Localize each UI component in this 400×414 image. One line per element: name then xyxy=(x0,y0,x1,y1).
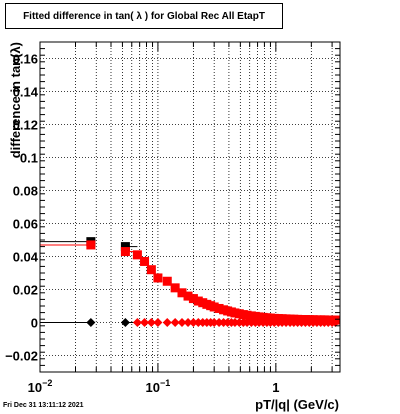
data-point xyxy=(153,273,163,283)
axis-ticks xyxy=(39,41,340,373)
data-point xyxy=(188,294,198,304)
data-point xyxy=(86,318,96,327)
tick-labels: −0.02 0 0.02 0.04 0.06 0.08 0.1 0.12 0.14 0.16 10−… xyxy=(5,52,279,396)
data-point xyxy=(177,288,187,298)
data-point xyxy=(209,318,219,327)
x-axis-title: pT/|q| (GeV/c) xyxy=(255,397,339,412)
data-point xyxy=(146,265,156,275)
data-point xyxy=(162,318,172,327)
y-axis-title: difference in tan(λ) xyxy=(8,42,23,158)
y-tick-label: 0.16 xyxy=(13,52,38,67)
data-point xyxy=(177,318,187,327)
y-tick-label: 0.14 xyxy=(13,85,39,100)
data-point xyxy=(330,318,340,327)
grid xyxy=(40,42,340,372)
timestamp: Fri Dec 31 13:11:12 2021 xyxy=(3,402,84,409)
y-tick-label: 0 xyxy=(31,316,38,331)
y-tick-label: 0.06 xyxy=(13,217,38,232)
y-tick-label: 0.04 xyxy=(13,250,39,265)
data-point xyxy=(153,318,163,327)
data-point xyxy=(188,318,198,327)
y-tick-label: −0.02 xyxy=(5,349,38,364)
x-tick-label: 1 xyxy=(272,380,279,395)
data-point xyxy=(162,276,172,286)
chart-title: Fitted difference in tan( λ ) for Global… xyxy=(5,3,283,29)
x-tick-label: 10−1 xyxy=(146,378,171,395)
y-tick-label: 0.02 xyxy=(13,283,38,298)
data-point xyxy=(209,302,219,312)
y-tick-label: 0.08 xyxy=(13,184,38,199)
data-point xyxy=(146,318,156,327)
data-point xyxy=(140,256,150,266)
data-point xyxy=(170,283,180,293)
data-point xyxy=(140,318,150,327)
series xyxy=(40,318,138,327)
data-point xyxy=(132,250,142,260)
data-markers xyxy=(40,237,340,327)
data-point xyxy=(183,291,193,301)
y-tick-label: 0.1 xyxy=(20,151,38,166)
x-tick-label: 10−2 xyxy=(28,378,53,395)
data-point xyxy=(170,318,180,327)
data-point xyxy=(120,242,130,252)
data-point xyxy=(132,318,142,327)
series xyxy=(40,240,340,325)
data-point xyxy=(86,240,96,250)
data-point xyxy=(120,318,130,327)
y-tick-label: 0.12 xyxy=(13,118,38,133)
data-point xyxy=(183,318,193,327)
data-point xyxy=(120,247,130,257)
series xyxy=(132,318,340,327)
